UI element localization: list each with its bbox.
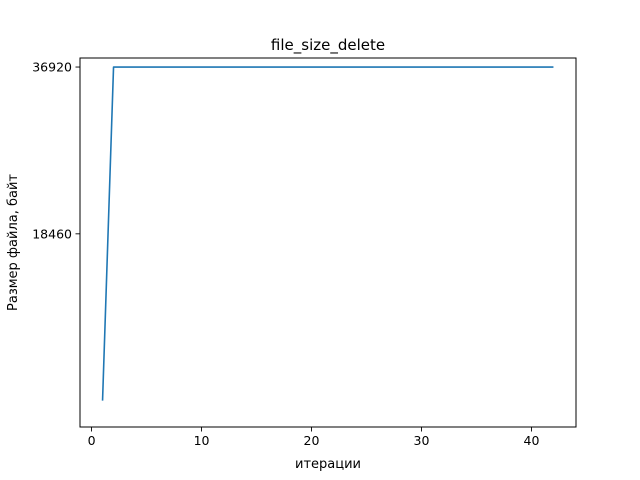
chart-title: file_size_delete [271, 36, 385, 55]
x-tick-label: 20 [304, 433, 320, 448]
x-axis-ticks: 0 10 20 30 40 [88, 427, 540, 448]
x-tick-label: 0 [88, 433, 96, 448]
y-tick-label: 18460 [32, 226, 72, 241]
y-axis-ticks: 18460 36920 [32, 60, 80, 241]
series-line-0 [101, 66, 554, 401]
y-axis-label: Размер файла, байт [6, 174, 21, 311]
plot-layer [101, 66, 554, 401]
plot-area-frame [79, 57, 577, 428]
x-tick-label: 40 [524, 433, 540, 448]
y-tick-label: 36920 [32, 60, 72, 75]
x-axis-label: итерации [295, 457, 361, 472]
x-tick-label: 30 [414, 433, 430, 448]
x-tick-label: 10 [194, 433, 210, 448]
